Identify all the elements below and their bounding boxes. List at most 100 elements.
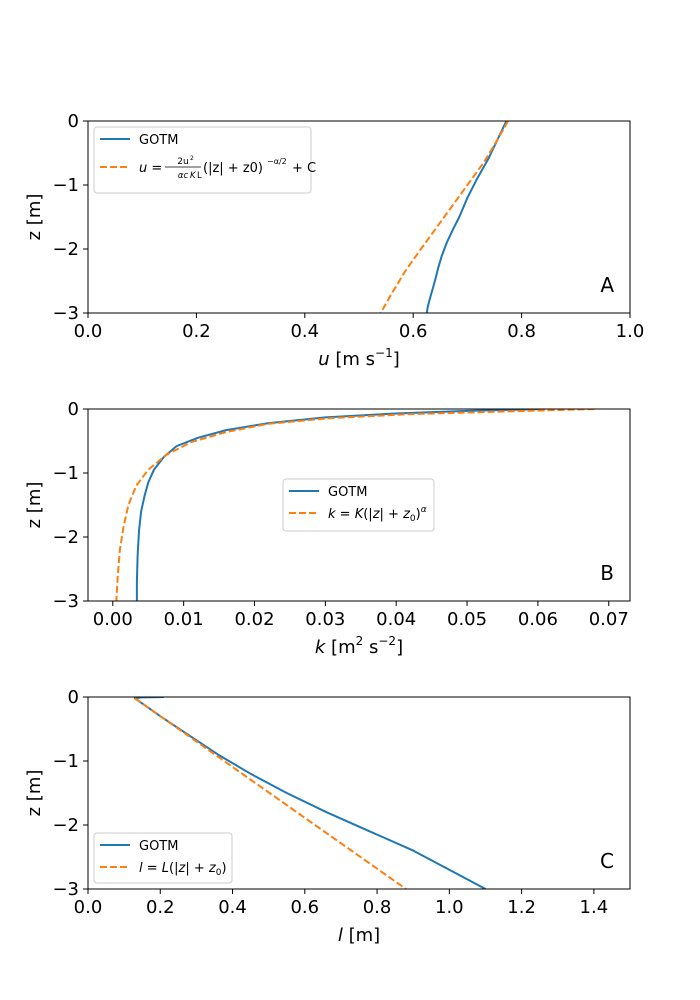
x-tick-label: 0.6: [399, 321, 428, 342]
x-axis-label-unit: [m]: [343, 925, 380, 946]
x-tick-label: 0.07: [589, 609, 629, 630]
y-tick-label: −3: [52, 303, 79, 324]
x-tick-label: 0.0: [74, 897, 103, 918]
formula-plus: | +: [380, 507, 404, 522]
formula-close: ): [416, 507, 421, 522]
x-tick-label: 0.06: [518, 609, 558, 630]
formula-close: ): [221, 861, 226, 876]
x-tick-label: 0.04: [376, 609, 416, 630]
series-line-gotm: [425, 121, 508, 313]
legend: GOTM u = 2u 2 αc K L (|z| + z0) −α/2 + C: [93, 126, 316, 194]
formula-exponent: −α/2: [267, 157, 287, 166]
y-tick-label: −2: [52, 815, 79, 836]
legend-box: [93, 126, 312, 194]
series-line-fit: [379, 121, 509, 313]
x-tick-label: 1.2: [507, 897, 536, 918]
formula-paren: (|: [169, 861, 178, 876]
formula-numerator-sup: 2: [190, 155, 194, 162]
series-line-gotm: [135, 409, 546, 601]
x-tick-label: 0.4: [218, 897, 247, 918]
formula-paren: (|: [363, 507, 372, 522]
x-tick-label: 0.8: [363, 897, 392, 918]
panel-c: 0.0 0.2 0.4 0.6 0.8 1.0 1.2 1.40−1−2−3z [m]l [m…: [24, 687, 631, 946]
x-axis-label-variable: u: [318, 349, 329, 370]
formula-z: z: [178, 861, 187, 876]
legend-label-gotm: GOTM: [328, 485, 367, 500]
y-tick-label: −1: [52, 751, 79, 772]
formula-z0: z: [402, 507, 411, 522]
x-tick-label: 0.03: [305, 609, 345, 630]
y-tick-label: −1: [52, 463, 79, 484]
x-axis-label-sup2: −2: [378, 634, 396, 648]
legend-box: [282, 478, 435, 532]
x-axis-label-unit: [m s: [330, 349, 375, 370]
formula-plus: | +: [185, 861, 209, 876]
formula-k: k: [328, 507, 336, 522]
series-line-fit: [115, 409, 595, 601]
formula-sub0: 0: [216, 868, 222, 878]
x-axis-label-close: ]: [396, 637, 403, 658]
legend-label-gotm: GOTM: [139, 133, 178, 148]
legend-label-fit: l = L(|z| + z0): [139, 861, 227, 878]
x-axis-label-sup: 2: [356, 634, 364, 648]
formula-denominator: αc: [178, 171, 189, 181]
x-axis-label-unit: [m: [325, 637, 355, 658]
panel-b: 0.00 0.01 0.02 0.03 0.04 0.05 0.06 0.07 0 −1 −2 −3 z…: [24, 399, 631, 658]
x-axis-label: u [m s−1]: [318, 346, 400, 370]
x-tick-label: 0.2: [182, 321, 211, 342]
x-tick-label: 0.8: [507, 321, 536, 342]
x-axis-label: l [m]: [338, 925, 380, 946]
y-axis-label: z [m]: [24, 482, 45, 529]
x-tick-label: 1.0: [616, 321, 645, 342]
plot-frame: [87, 408, 631, 602]
formula-rest: (|z| + z0): [203, 161, 263, 176]
panel-label: C: [600, 849, 614, 873]
plot-frame: [87, 696, 631, 890]
x-tick-label: 0.4: [290, 321, 319, 342]
legend-label-gotm: GOTM: [139, 839, 178, 854]
formula-l: l: [139, 861, 143, 876]
y-axis-label: z [m]: [24, 194, 45, 241]
plot-frame: [87, 120, 631, 314]
legend-label-fit: k = K(|z| + z0)α: [328, 505, 427, 524]
panel-label: A: [600, 273, 614, 297]
formula-constant: + C: [292, 161, 316, 176]
x-tick-label: 0.05: [447, 609, 487, 630]
formula-L: L: [162, 861, 169, 876]
y-tick-label: −2: [52, 239, 79, 260]
x-axis-label-sup: −1: [375, 346, 393, 360]
panel-label: B: [600, 561, 614, 585]
formula-u: u: [139, 161, 147, 176]
y-tick-label: −3: [52, 879, 79, 900]
formula-z0: z: [208, 861, 217, 876]
y-tick-label: 0: [68, 111, 79, 132]
x-tick-label: 0.00: [93, 609, 133, 630]
formula-z: z: [372, 507, 381, 522]
series-line-fit: [134, 697, 407, 889]
formula-eq: =: [336, 507, 355, 522]
formula-alpha: α: [421, 505, 427, 515]
y-tick-label: −2: [52, 527, 79, 548]
legend-label-fit: u =: [139, 161, 162, 176]
x-tick-label: 1.4: [580, 897, 609, 918]
x-tick-label: 0.02: [234, 609, 274, 630]
formula-denominator-2: K: [190, 171, 197, 181]
formula-denominator-3: L: [197, 171, 202, 181]
y-axis-label: z [m]: [24, 770, 45, 817]
formula-numerator: 2u: [177, 157, 188, 167]
formula-K: K: [355, 507, 365, 522]
x-axis-label: k [m2 s−2]: [315, 634, 403, 658]
y-tick-label: 0: [68, 687, 79, 708]
y-tick-label: −3: [52, 591, 79, 612]
x-axis-label-unit-mid: s: [363, 637, 378, 658]
x-axis-label-variable: l: [338, 925, 343, 946]
x-tick-label: 0.6: [290, 897, 319, 918]
y-tick-label: 0: [68, 399, 79, 420]
x-tick-label: 1.0: [435, 897, 464, 918]
formula-sub0: 0: [410, 514, 416, 524]
formula-eq: =: [143, 861, 162, 876]
panel-a: 0.0 0.2 0.4 0.6 0.8 1.00−1−2−3z [m]u [m s−1]A…: [24, 111, 644, 370]
